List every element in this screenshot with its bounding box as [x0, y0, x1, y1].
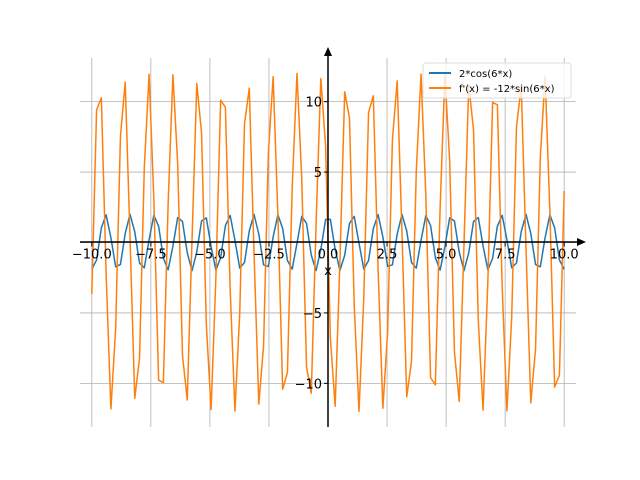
legend-box [422, 62, 572, 99]
x-tick-label: −7.5 [135, 248, 167, 263]
y-tick-label: −10 [295, 377, 322, 392]
x-tick-label: 10.0 [550, 248, 579, 263]
x-tick-label: 2.5 [377, 248, 398, 263]
legend-label-1: f'(x) = -12*sin(6*x) [459, 84, 555, 95]
axes [80, 47, 586, 427]
x-tick-label: 0.0 [318, 248, 339, 263]
x-tick-label: −10.0 [72, 248, 112, 263]
y-axis-arrow-icon [324, 47, 332, 56]
x-tick-label: −5.0 [194, 248, 226, 263]
legend-label-0: 2*cos(6*x) [459, 69, 512, 80]
legend: 2*cos(6*x) f'(x) = -12*sin(6*x) [422, 62, 572, 99]
tick-labels: −10.0 −7.5 −5.0 −2.5 0.0 2.5 5.0 7.5 10.0 −10 −5 5 1… [72, 96, 579, 393]
x-tick-label: −2.5 [253, 248, 285, 263]
x-axis-label: x [324, 264, 332, 279]
x-axis-arrow-icon [577, 238, 586, 246]
x-tick-label: 7.5 [495, 248, 516, 263]
y-tick-label: 5 [314, 166, 322, 181]
y-tick-label: 10 [305, 96, 322, 111]
x-tick-label: 5.0 [436, 248, 457, 263]
y-tick-label: −5 [303, 307, 322, 322]
